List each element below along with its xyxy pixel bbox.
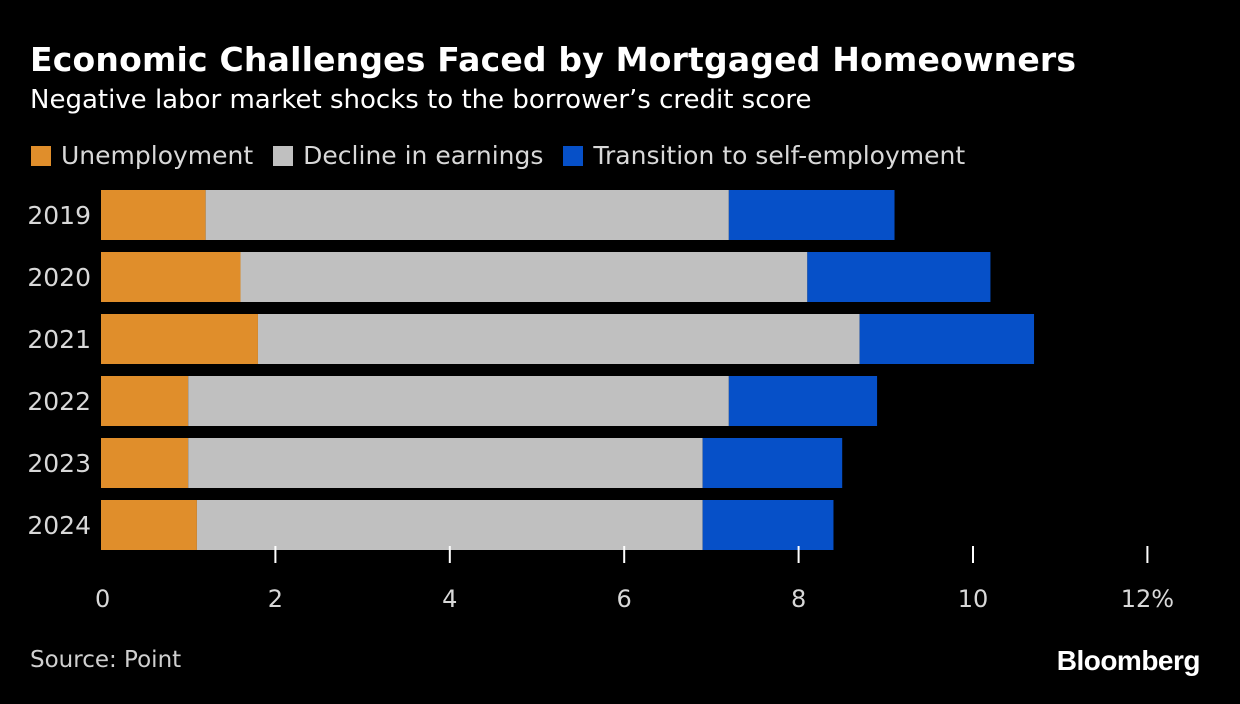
bar-2021-series-2: [859, 314, 1035, 364]
bar-2021-series-1: [257, 314, 860, 364]
x-tick-label-3: 6: [617, 585, 632, 613]
y-tick-label-2020: 2020: [27, 263, 91, 292]
source-note: Source: Point: [30, 647, 182, 673]
legend-label-decline-in-earnings: Decline in earnings: [303, 141, 544, 170]
bar-2019-series-2: [728, 190, 895, 240]
bar-2023-series-2: [702, 438, 843, 488]
bar-2022-series-1: [188, 376, 729, 426]
legend-swatch-self-employment: [563, 145, 584, 166]
bar-2022-series-2: [728, 376, 878, 426]
bar-2019-series-1: [205, 190, 729, 240]
legend-swatch-decline-in-earnings: [273, 145, 294, 166]
x-tick-label-0: 0: [95, 585, 110, 613]
y-tick-label-2019: 2019: [27, 201, 91, 230]
bar-2021-series-0: [101, 314, 258, 364]
x-tick-label-6: 12%: [1121, 585, 1174, 613]
legend-swatch-unemployment: [31, 145, 51, 166]
y-tick-label-2022: 2022: [27, 387, 91, 416]
x-tick-label-1: 2: [268, 585, 283, 613]
chart-title: Economic Challenges Faced by Mortgaged H…: [30, 40, 1077, 79]
legend-item-decline-in-earnings: Decline in earnings: [273, 141, 543, 170]
bar-2024-series-0: [101, 500, 197, 550]
legend: Unemployment Decline in earnings Transit…: [31, 141, 985, 170]
x-tick-label-2: 4: [442, 585, 457, 613]
bloomberg-logo: Bloomberg: [1056, 645, 1201, 676]
legend-label-unemployment: Unemployment: [61, 141, 254, 170]
bar-2020-series-0: [101, 252, 241, 302]
bar-2023-series-0: [101, 438, 189, 488]
legend-item-unemployment: Unemployment: [31, 141, 253, 170]
legend-item-self-employment: Transition to self-employment: [563, 141, 965, 170]
chart-subtitle: Negative labor market shocks to the borr…: [30, 85, 812, 115]
bar-2020-series-2: [807, 252, 991, 302]
x-tick-label-4: 8: [791, 585, 806, 613]
bar-2024-series-2: [702, 500, 834, 550]
bar-2024-series-1: [196, 500, 703, 550]
y-tick-label-2021: 2021: [27, 325, 91, 354]
bar-2022-series-0: [101, 376, 189, 426]
bar-2019-series-0: [101, 190, 206, 240]
x-tick-label-5: 10: [958, 585, 989, 613]
bar-2023-series-1: [188, 438, 703, 488]
y-tick-label-2024: 2024: [27, 511, 91, 540]
y-tick-label-2023: 2023: [27, 449, 91, 478]
bar-2020-series-1: [240, 252, 808, 302]
legend-label-self-employment: Transition to self-employment: [593, 141, 966, 170]
